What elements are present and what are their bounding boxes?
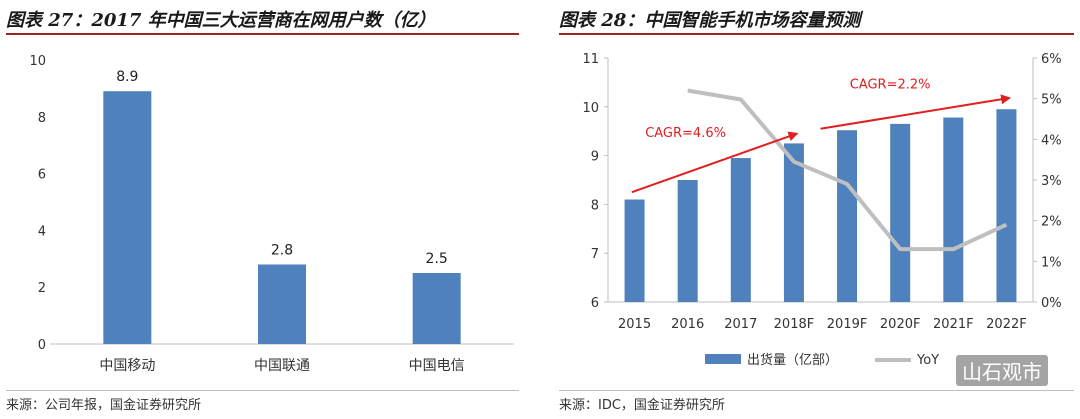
right-shipment-bar [837, 130, 858, 302]
left-y-tick-label: 0 [38, 338, 46, 353]
left-bar [258, 264, 306, 344]
right-yoy-line [687, 88, 1008, 252]
right-left-tick-label: 7 [591, 247, 599, 262]
right-source-rule [559, 390, 1074, 391]
left-x-tick-label: 中国电信 [409, 358, 465, 374]
right-x-tick-label: 2022F [986, 317, 1027, 332]
left-bar-data-label: 8.9 [116, 69, 138, 85]
right-left-tick-label: 8 [591, 198, 599, 213]
left-x-tick-label: 中国联通 [254, 358, 310, 374]
right-right-tick-label: 3% [1041, 174, 1062, 189]
right-x-tick-label: 2017 [724, 317, 757, 332]
right-x-tick-label: 2019F [827, 317, 868, 332]
watermark: 山石观市 [956, 355, 1048, 386]
right-shipment-bar [783, 143, 804, 302]
right-shipment-bar [996, 109, 1017, 303]
left-title-rule [6, 33, 519, 35]
cagr-arrow [820, 94, 1012, 130]
cagr-label: CAGR=2.2% [850, 77, 931, 92]
right-shipment-bar [730, 158, 751, 302]
right-x-tick-label: 2015 [618, 317, 651, 332]
left-chart-panel: 图表 27：2017 年中国三大运营商在网用户数（亿） 0 2 4 6 8 10 8.9 中国… [0, 0, 525, 419]
left-source-note: 来源：公司年报，国金证券研究所 [6, 398, 202, 413]
right-x-tick-label: 2021F [933, 317, 974, 332]
right-right-tick-label: 0% [1041, 296, 1062, 311]
right-left-tick-label: 9 [591, 150, 599, 165]
left-bar-data-label: 2.5 [426, 251, 448, 267]
legend-bar-label: 出货量（亿部） [747, 352, 838, 368]
right-right-tick-label: 2% [1041, 215, 1062, 230]
right-shipment-bar [890, 123, 911, 302]
right-right-tick-label: 5% [1041, 93, 1062, 108]
left-bar [103, 91, 152, 345]
right-chart-title: 图表 28：中国智能手机市场容量预测 [559, 10, 861, 31]
right-left-tick-label: 10 [582, 101, 599, 116]
left-chart-title: 图表 27：2017 年中国三大运营商在网用户数（亿） [6, 10, 436, 31]
right-shipment-bar [624, 199, 645, 302]
right-x-tick-label: 2020F [880, 317, 921, 332]
left-bar-data-label: 2.8 [271, 242, 293, 258]
cagr-label: CAGR=4.6% [645, 126, 726, 141]
right-right-tick-label: 4% [1041, 133, 1062, 148]
right-right-tick-label: 1% [1041, 255, 1062, 270]
right-chart-panel: 图表 28：中国智能手机市场容量预测 6 7 8 9 10 11 0% 1% 2% 3% 4% 5% 6… [553, 0, 1080, 419]
right-left-tick-label: 11 [582, 52, 599, 67]
right-title-rule [559, 33, 1074, 35]
right-left-tick-label: 6 [591, 296, 599, 311]
left-bar [412, 273, 461, 344]
left-y-tick-label: 6 [38, 168, 46, 183]
right-x-tick-label: 2016 [671, 317, 704, 332]
legend-line-label: YoY [916, 353, 939, 368]
right-x-tick-label: 2018F [774, 317, 815, 332]
right-source-note: 来源：IDC，国金证券研究所 [559, 398, 725, 413]
left-y-tick-label: 4 [38, 224, 46, 239]
left-y-tick-label: 2 [38, 281, 46, 296]
right-shipment-bar [943, 117, 964, 302]
cagr-arrow [631, 131, 799, 194]
left-x-tick-label: 中国移动 [99, 358, 155, 374]
right-shipment-bar [677, 180, 698, 302]
right-combo-chart: 6 7 8 9 10 11 0% 1% 2% 3% 4% 5% 6% 2015 2016 2017 2018F 2… [582, 52, 1062, 368]
left-y-tick-label: 10 [29, 54, 46, 69]
left-y-tick-label: 8 [38, 111, 46, 126]
left-bar-chart: 0 2 4 6 8 10 8.9 中国移动 2.8 中国联通 2.5 中国电信 [29, 54, 514, 374]
left-source-rule [6, 390, 519, 391]
right-right-tick-label: 6% [1041, 52, 1062, 67]
legend-bar-swatch [705, 354, 741, 364]
